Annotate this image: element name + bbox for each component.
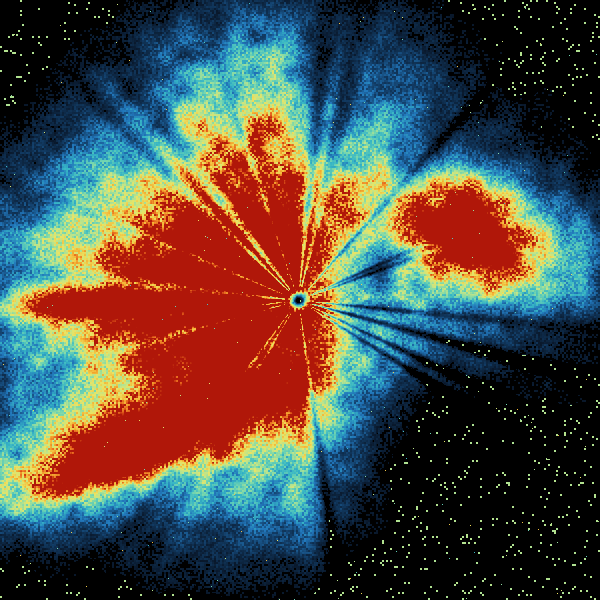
image-viewport (0, 0, 600, 600)
false-color-intensity-map (0, 0, 600, 600)
